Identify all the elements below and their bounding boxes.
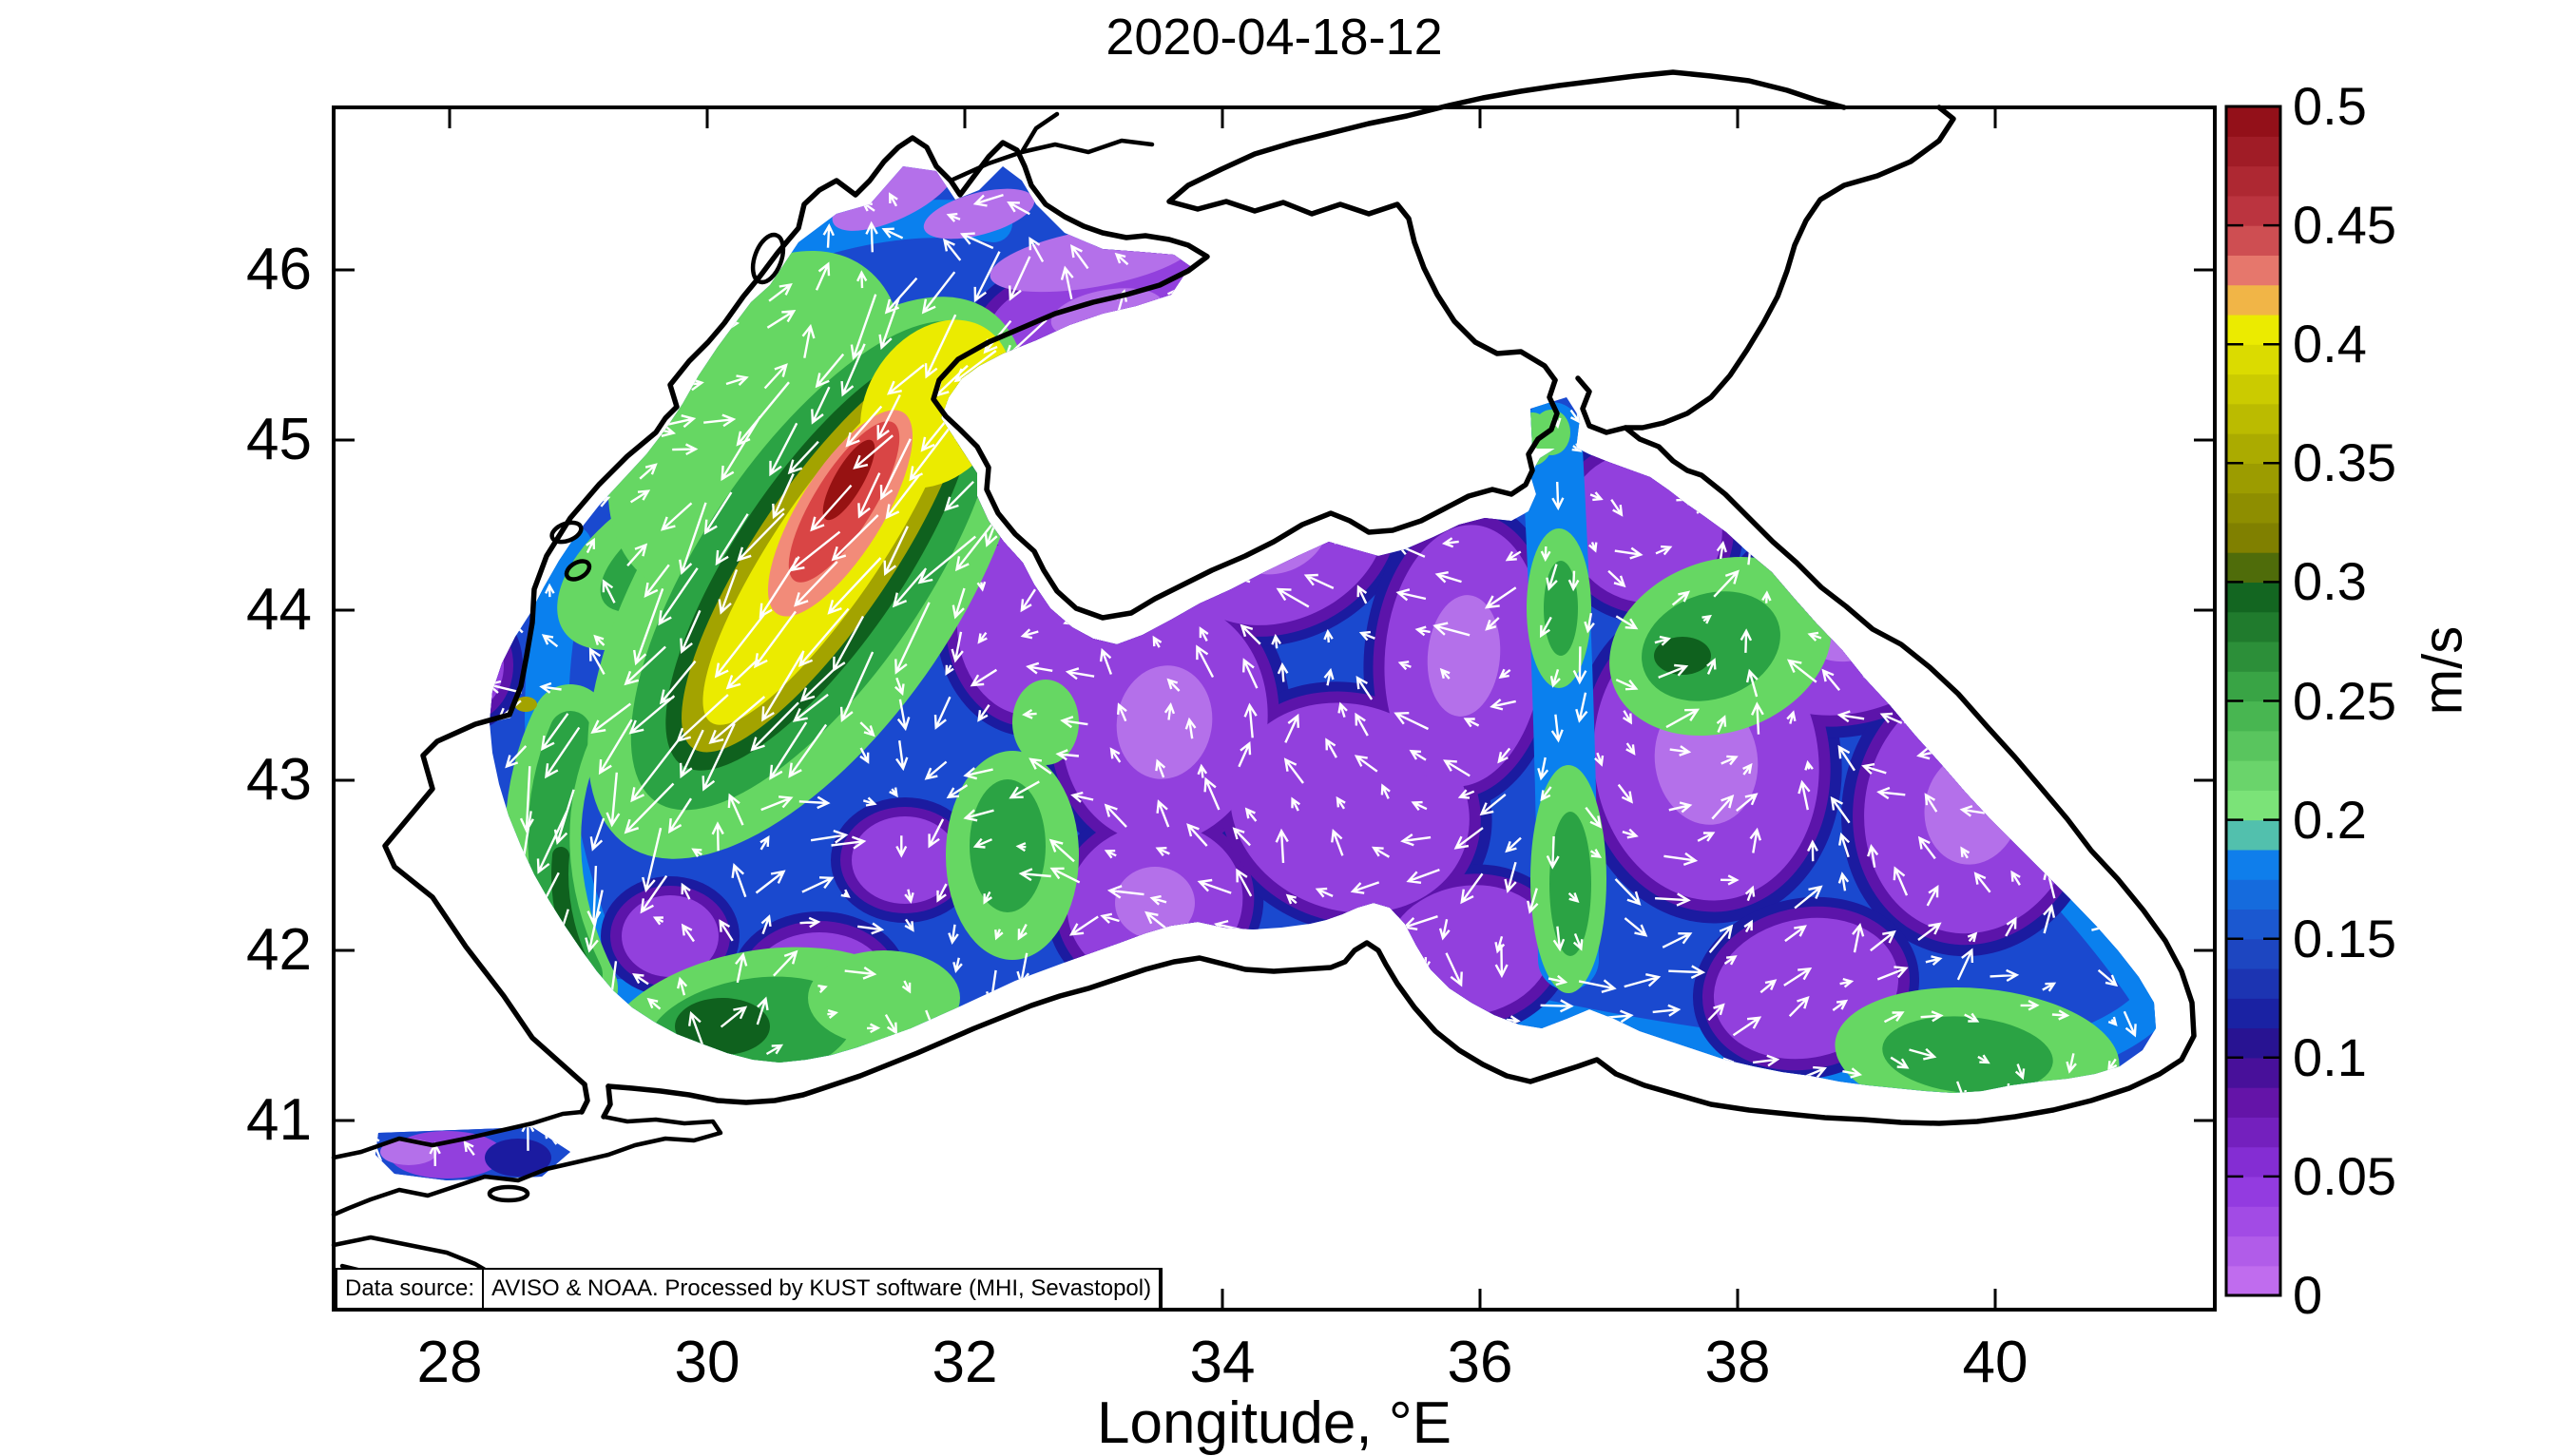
cbar-tick-0.45: 0.45 <box>2293 195 2396 255</box>
cbar-tick-0.15: 0.15 <box>2293 909 2396 968</box>
cbar-tick-0.05: 0.05 <box>2293 1146 2396 1206</box>
plot-title: 2020-04-18-12 <box>1105 9 1443 66</box>
y-tick-45: 45 <box>246 407 312 472</box>
data-source-box: Data source: AVISO & NOAA. Processed by … <box>336 1268 1163 1310</box>
y-tick-46: 46 <box>246 237 312 302</box>
y-tick-42: 42 <box>246 917 312 983</box>
cbar-tick-0.35: 0.35 <box>2293 432 2396 492</box>
x-tick-40: 40 <box>1962 1330 2028 1395</box>
caucasus-anatolia-coast <box>606 375 2197 1126</box>
cbar-tick-0.1: 0.1 <box>2293 1027 2367 1087</box>
y-tick-41: 41 <box>246 1087 312 1153</box>
x-tick-30: 30 <box>674 1330 740 1395</box>
sea-of-azov-coast <box>1166 69 1956 431</box>
coastal-lagoon-2 <box>564 559 592 582</box>
x-axis-label: Longitude, °E <box>1097 1390 1452 1456</box>
colorbar-gradient-bands <box>2226 106 2280 1296</box>
coastal-lagoon <box>549 520 584 545</box>
dnieper-bug-estuary <box>948 111 1155 183</box>
cbar-tick-0.2: 0.2 <box>2293 790 2367 850</box>
colorbar <box>2224 105 2282 1297</box>
x-tick-38: 38 <box>1704 1330 1771 1395</box>
cbar-tick-0.4: 0.4 <box>2293 314 2367 374</box>
coastline <box>331 69 2197 1278</box>
cbar-tick-0.25: 0.25 <box>2293 671 2396 731</box>
kerch-plume <box>1511 402 1606 993</box>
x-tick-32: 32 <box>932 1330 998 1395</box>
bosphorus-strait <box>579 1082 613 1120</box>
marmara-south-shore <box>331 1114 723 1217</box>
velocity-field <box>375 166 2156 1180</box>
colorbar-tick-marks <box>2226 105 2280 1297</box>
marmara-island <box>487 1184 530 1203</box>
data-source-prefix: Data source: <box>345 1275 475 1301</box>
cbar-tick-0.3: 0.3 <box>2293 551 2367 611</box>
colorbar-unit-label: m/s <box>2412 625 2474 716</box>
dniester-liman <box>750 232 786 285</box>
y-tick-43: 43 <box>246 747 312 813</box>
data-source-text: AVISO & NOAA. Processed by KUST software… <box>491 1275 1152 1301</box>
marmara-north-shore <box>331 1109 585 1160</box>
source-box-divider <box>482 1270 485 1308</box>
x-tick-34: 34 <box>1189 1330 1256 1395</box>
x-tick-28: 28 <box>416 1330 483 1395</box>
black-sea-coast <box>382 135 1560 1087</box>
cbar-tick-0.5: 0.5 <box>2293 76 2367 136</box>
source-box-divider-end <box>1159 1270 1162 1308</box>
x-tick-36: 36 <box>1447 1330 1513 1395</box>
plot-frame <box>332 105 2217 1312</box>
cbar-tick-0: 0 <box>2293 1265 2323 1325</box>
y-tick-44: 44 <box>246 577 312 642</box>
